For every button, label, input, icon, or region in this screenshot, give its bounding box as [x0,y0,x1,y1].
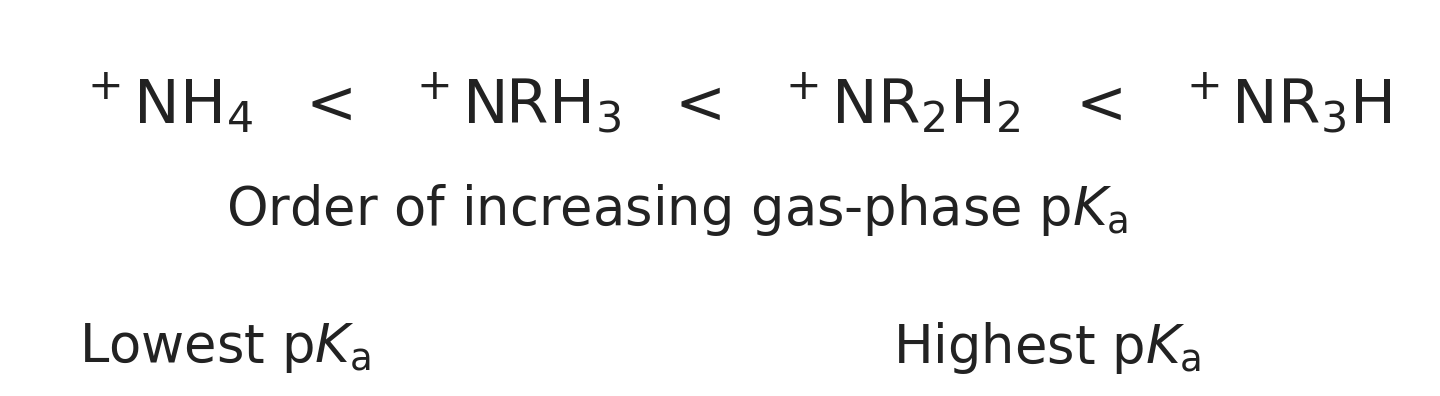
Text: Highest p$\mathit{K}_\mathrm{a}$: Highest p$\mathit{K}_\mathrm{a}$ [893,320,1201,377]
Text: $\mathregular{^+NH_4}$  $<$  $\mathregular{^+NRH_3}$  $<$  $\mathregular{^+NR_2H: $\mathregular{^+NH_4}$ $<$ $\mathregular… [79,71,1392,136]
Text: Lowest p$\mathit{K}_\mathrm{a}$: Lowest p$\mathit{K}_\mathrm{a}$ [79,322,372,375]
Text: Order of increasing gas-phase p$\mathit{K}_\mathrm{a}$: Order of increasing gas-phase p$\mathit{… [226,182,1128,238]
